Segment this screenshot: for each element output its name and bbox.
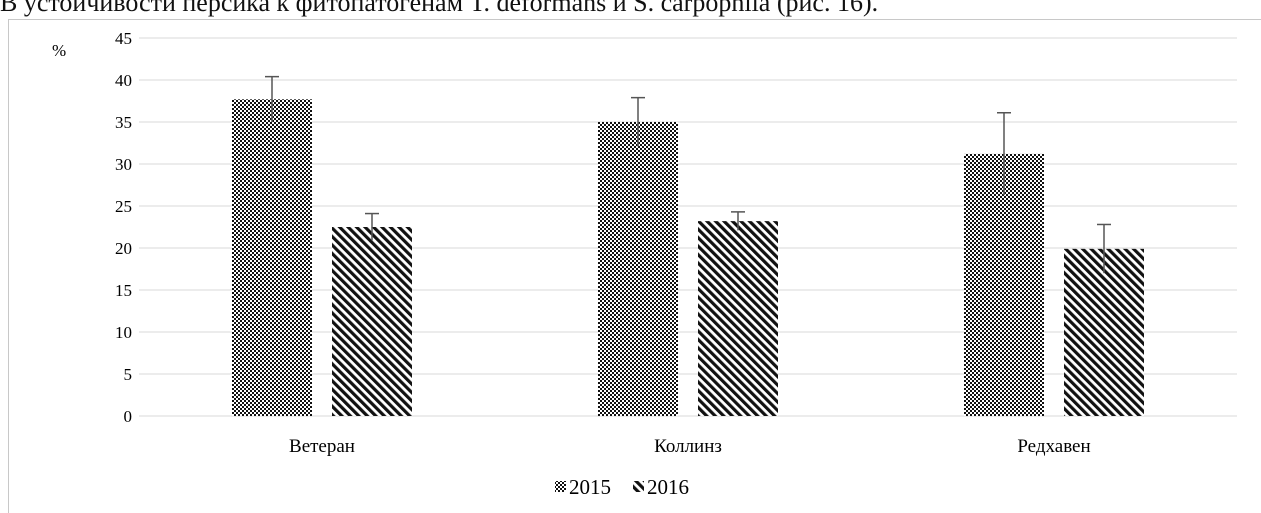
- bar-2015: [964, 153, 1044, 417]
- y-tick-label: 40: [115, 71, 132, 90]
- bar-2016: [332, 227, 412, 416]
- legend-label: 2016: [647, 475, 689, 499]
- y-tick-label: 0: [124, 407, 133, 426]
- error-bar: [731, 211, 745, 231]
- bar-2016: [698, 221, 778, 416]
- error-bar: [1097, 223, 1111, 274]
- bar-2015: [598, 122, 678, 416]
- x-category-label: Коллинз: [654, 436, 722, 457]
- y-axis-unit-label: %: [52, 41, 66, 60]
- error-bar: [631, 96, 645, 147]
- y-tick-label: 30: [115, 155, 132, 174]
- legend-swatch: [555, 481, 566, 492]
- cropped-document-text: В устойчивости персика к фитопатогенам T…: [0, 0, 1261, 18]
- legend-label: 2015: [569, 475, 611, 499]
- x-category-label: Редхавен: [1017, 436, 1090, 457]
- y-tick-label: 35: [115, 113, 132, 132]
- cropped-document-text-content: В устойчивости персика к фитопатогенам T…: [0, 0, 879, 17]
- y-tick-label: 5: [124, 365, 133, 384]
- legend: 2015 2016: [555, 475, 689, 499]
- y-tick-label: 10: [115, 323, 132, 342]
- x-category-label: Ветеран: [289, 436, 355, 457]
- error-bar: [265, 75, 279, 122]
- error-bars: [265, 75, 1111, 274]
- x-axis-category-labels: Ветеран Коллинз Редхавен: [289, 436, 1091, 457]
- error-bar: [365, 212, 379, 241]
- legend-swatch: [633, 481, 644, 492]
- legend-item-2016: 2016: [633, 475, 689, 499]
- error-bar: [997, 112, 1011, 196]
- y-axis-ticks: 0 5 10 15 20 25 30 35 40 45: [115, 29, 132, 426]
- bars: [232, 99, 1144, 417]
- bar-2015: [232, 99, 312, 416]
- bar-2016: [1064, 248, 1144, 416]
- y-tick-label: 25: [115, 197, 132, 216]
- y-tick-label: 45: [115, 29, 132, 48]
- y-tick-label: 15: [115, 281, 132, 300]
- legend-item-2015: 2015: [555, 475, 611, 499]
- gridlines: [139, 37, 1237, 417]
- y-tick-label: 20: [115, 239, 132, 258]
- chart-frame: [8, 19, 1261, 513]
